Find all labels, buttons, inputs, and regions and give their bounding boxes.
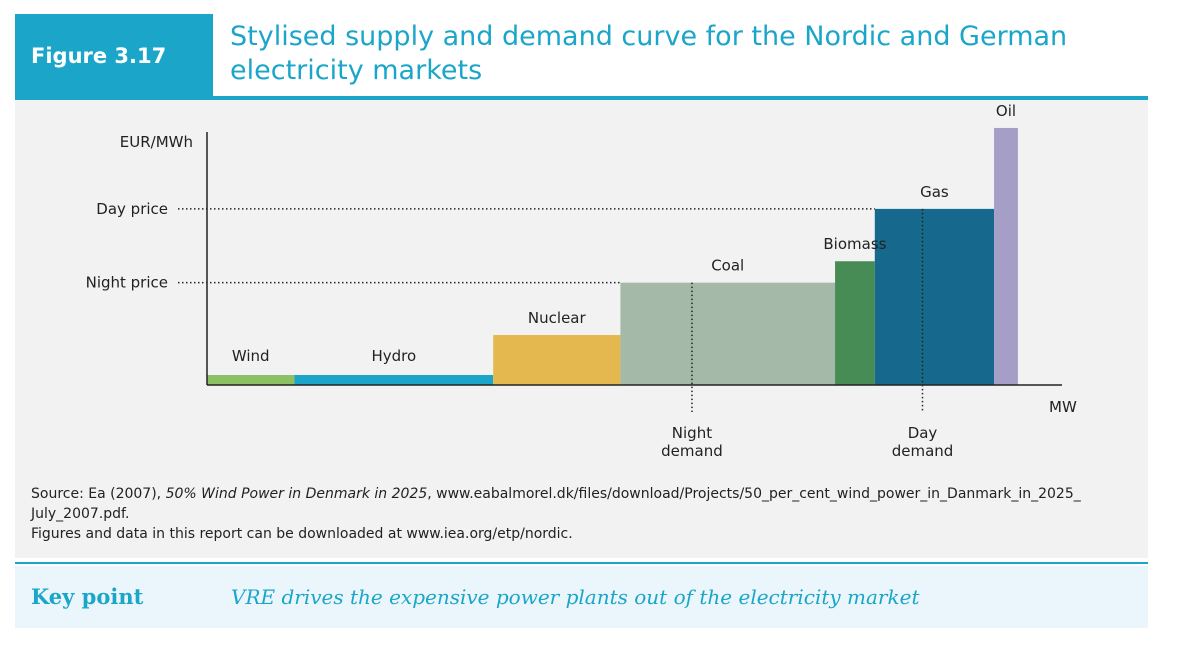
key-point-box: Key point VRE drives the expensive power… [15,566,1148,628]
price-label-day-price: Day price [96,200,168,218]
reference-lines-layer [178,208,924,412]
source-note: Source: Ea (2007), 50% Wind Power in Den… [31,484,1141,544]
x-axis-label: MW [1049,398,1077,416]
bars-layer [207,127,1018,386]
bar-coal [620,282,836,385]
bar-hydro [294,375,494,385]
download-line: Figures and data in this report can be d… [31,526,573,542]
keypoint-rule [15,562,1148,564]
bar-biomass [835,261,875,385]
bar-wind [207,375,295,385]
demand-label-day-demand: Day [908,424,938,442]
label-oil: Oil [996,102,1016,120]
key-point-text: VRE drives the expensive power plants ou… [231,585,920,609]
label-coal: Coal [711,257,744,275]
bar-gas [874,208,995,385]
figure-label: Figure 3.17 [15,14,213,98]
bar-oil [994,127,1018,386]
labels-layer: Wind Hydro Nuclear Coal Biomass Gas Oil Day pri… [86,102,1016,460]
label-hydro: Hydro [371,347,416,365]
label-gas: Gas [920,183,949,201]
figure-title: Stylised supply and demand curve for the… [230,21,1068,86]
label-wind: Wind [232,347,270,365]
demand-label-day-demand-2: demand [892,442,954,460]
key-point-label: Key point [31,584,144,609]
demand-label-night-demand: Night [672,424,712,442]
demand-label-night-demand-2: demand [661,442,723,460]
label-nuclear: Nuclear [528,309,587,327]
bar-nuclear [493,335,621,385]
merit-order-chart: EUR/MWh MW Wind Hydro Nuclear Coal Biomass Ga… [86,102,1077,460]
y-axis-label: EUR/MWh [120,133,193,151]
source-line: Source: Ea (2007), 50% Wind Power in Den… [31,486,1081,522]
title-rule [15,96,1148,100]
price-label-night-price: Night price [86,274,168,292]
label-biomass: Biomass [823,235,886,253]
